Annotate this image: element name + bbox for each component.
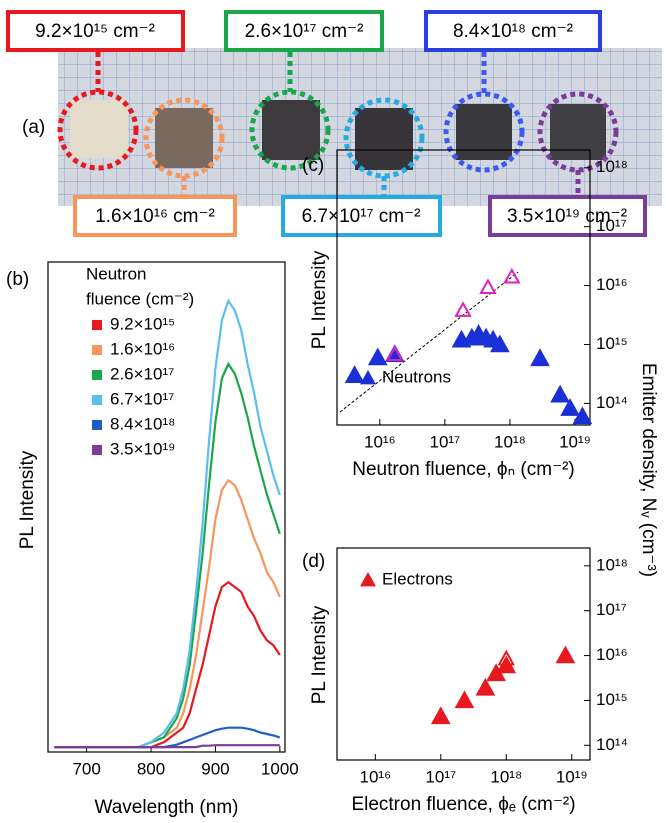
data-point [455,691,473,707]
legend-marker [360,572,376,586]
legend-label: Electrons [382,569,453,588]
legend-title: fluence (cm⁻²) [86,289,194,308]
page: 9.2×10¹⁵ cm⁻² 2.6×10¹⁷ cm⁻² 8.4×10¹⁸ cm⁻… [0,0,666,823]
legend-marker [360,370,376,384]
y2-tick-label: 10¹⁸ [596,157,628,176]
data-point [432,707,450,723]
y2-tick-label: 10¹⁶ [596,645,628,664]
photo-panel: 9.2×10¹⁵ cm⁻² 2.6×10¹⁷ cm⁻² 8.4×10¹⁸ cm⁻… [8,12,662,235]
legend-swatch [92,420,102,430]
x-tick-label: 1000 [261,759,299,778]
y-axis-label: PL Intensity [309,250,330,349]
sample [456,104,512,160]
x-tick-label: 10¹⁷ [429,432,460,451]
legend-label: 6.7×10¹⁷ [110,389,174,408]
legend-swatch [92,445,102,455]
legend-swatch [92,395,102,405]
x-tick-label: 10¹⁷ [425,767,456,786]
y2-tick-label: 10¹⁴ [596,735,628,754]
panel-label: (d) [302,551,325,572]
y2-tick-label: 10¹⁷ [596,600,627,619]
plot-frame [48,262,285,752]
panel-label: (c) [302,155,324,176]
plot-frame [337,548,590,760]
fluence-label: 8.4×10¹⁸ cm⁻² [453,21,573,42]
data-point [556,647,574,663]
y2-tick-label: 10¹⁶ [596,275,628,294]
sample [355,108,413,170]
legend-swatch [92,370,102,380]
fluence-label: 1.6×10¹⁶ cm⁻² [95,206,215,227]
legend-label: Neutrons [382,367,451,386]
y-axis-label: PL Intensity [17,450,38,549]
data-point [476,679,494,695]
x-tick-label: 10¹⁹ [559,432,591,451]
x-tick-label: 700 [72,759,100,778]
data-point [531,349,549,365]
x-axis-label: Neutron fluence, ϕₙ (cm⁻²) [352,459,575,480]
x-tick-label: 10¹⁶ [364,432,396,451]
data-point [346,366,364,382]
y2-tick-label: 10¹⁸ [596,555,628,574]
sample [155,108,213,168]
data-point [505,270,519,283]
y2-tick-label: 10¹⁴ [596,393,628,412]
x-tick-label: 10¹⁸ [490,767,522,786]
fluence-label: 2.6×10¹⁷ cm⁻² [245,21,364,42]
legend-swatch [92,320,102,330]
figure: 9.2×10¹⁵ cm⁻² 2.6×10¹⁷ cm⁻² 8.4×10¹⁸ cm⁻… [0,0,666,823]
x-axis-label: Wavelength (nm) [95,797,239,818]
legend-label: 1.6×10¹⁶ [110,339,175,358]
x-tick-label: 800 [137,759,165,778]
y2-axis-label: Emitter density, Nᵥ (cm⁻³) [638,363,659,577]
y2-tick-label: 10¹⁵ [596,334,628,353]
panel-label: (b) [6,269,29,290]
y2-tick-label: 10¹⁷ [596,216,627,235]
x-tick-label: 10¹⁶ [360,767,392,786]
legend-label: 3.5×10¹⁹ [110,439,175,458]
x-tick-label: 900 [201,759,229,778]
data-point [456,303,470,316]
fluence-label: 9.2×10¹⁵ cm⁻² [35,21,155,42]
data-point [551,386,569,402]
x-axis-label: Electron fluence, ϕₑ (cm⁻²) [351,794,575,815]
sample [550,104,606,160]
spectrum-line [54,582,279,747]
y-axis-label: PL Intensity [309,605,330,704]
fluence-label: 6.7×10¹⁷ cm⁻² [302,206,421,227]
panel-label: (a) [22,117,45,138]
y2-tick-label: 10¹⁵ [596,690,628,709]
legend-swatch [92,345,102,355]
data-point [369,349,387,365]
x-tick-label: 10¹⁸ [494,432,526,451]
legend-label: 2.6×10¹⁷ [110,364,174,383]
sample [70,100,128,158]
sample [262,100,320,160]
legend-label: 8.4×10¹⁸ [110,414,175,433]
legend-title: Neutron [86,264,146,283]
spectrum-line [54,480,279,747]
x-tick-label: 10¹⁹ [556,767,588,786]
data-point [481,280,495,293]
legend-label: 9.2×10¹⁵ [110,314,175,333]
